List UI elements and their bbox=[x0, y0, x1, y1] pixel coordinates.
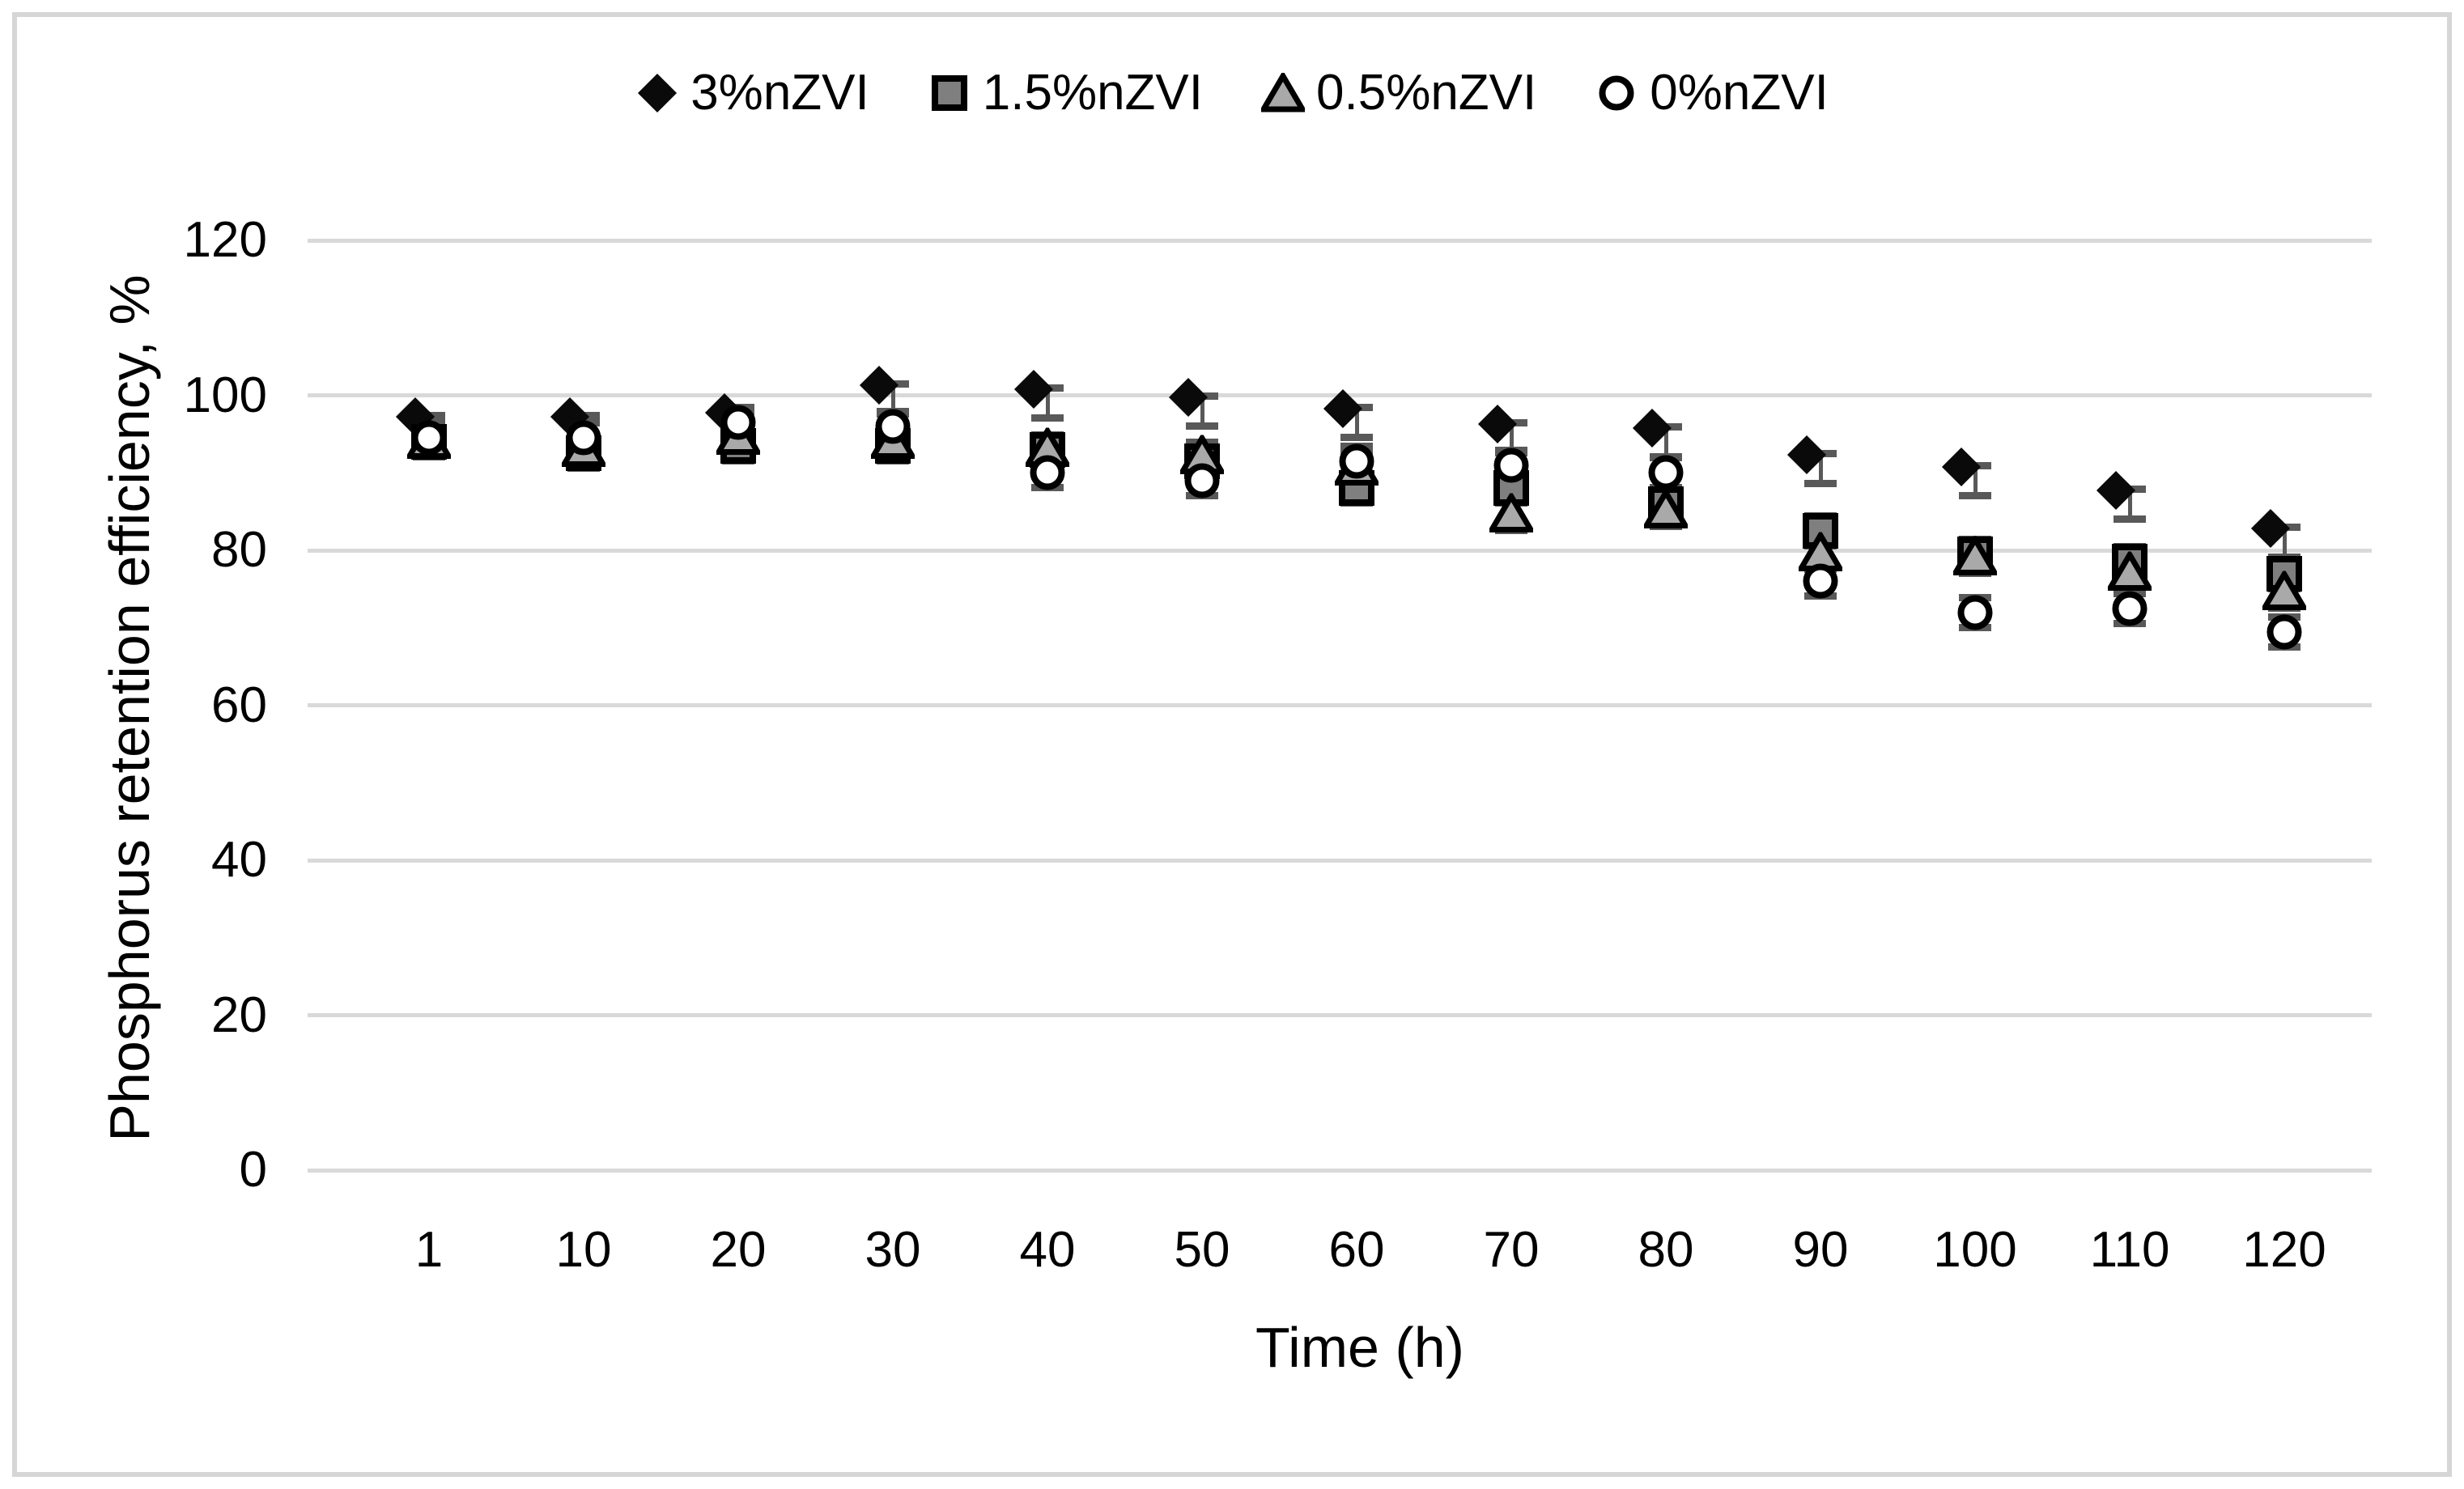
circle-marker-0pct-nzvi-t80 bbox=[1648, 455, 1684, 490]
legend-item-3pct-nzvi: 3%nZVI bbox=[635, 57, 869, 129]
x-tick-label-40: 40 bbox=[1019, 1222, 1076, 1278]
legend-item-0pct-nzvi: 0%nZVI bbox=[1595, 57, 1829, 129]
x-tick-label-70: 70 bbox=[1483, 1222, 1540, 1278]
x-tick-label-120: 120 bbox=[2242, 1222, 2326, 1278]
circle-marker-0pct-nzvi-t120 bbox=[2266, 614, 2302, 650]
x-tick-label-50: 50 bbox=[1174, 1222, 1230, 1278]
circle-marker-0pct-nzvi-t40 bbox=[1030, 455, 1065, 490]
gridline-y-0 bbox=[308, 1168, 2372, 1173]
y-tick-label-0: 0 bbox=[239, 1142, 267, 1198]
legend-item-1-5pct-nzvi: 1.5%nZVI bbox=[928, 57, 1203, 129]
gridline-y-40 bbox=[308, 858, 2372, 863]
triangle-marker-0.5pct-nzvi-t100 bbox=[1950, 533, 2000, 580]
gridline-y-60 bbox=[308, 703, 2372, 707]
y-tick-label-60: 60 bbox=[211, 677, 267, 733]
y-tick-label-80: 80 bbox=[211, 522, 267, 578]
gridline-y-20 bbox=[308, 1013, 2372, 1017]
triangle-marker-icon bbox=[1261, 73, 1305, 113]
y-tick-label-40: 40 bbox=[211, 832, 267, 888]
x-tick-label-60: 60 bbox=[1328, 1222, 1385, 1278]
gridline-y-120 bbox=[308, 238, 2372, 243]
diamond-marker-3pct-nzvi-t80 bbox=[1632, 408, 1680, 456]
x-tick-label-10: 10 bbox=[555, 1222, 612, 1278]
legend-label: 3%nZVI bbox=[690, 65, 869, 121]
y-tick-label-120: 120 bbox=[183, 212, 267, 268]
gridline-y-80 bbox=[308, 548, 2372, 553]
circle-marker-0pct-nzvi-t90 bbox=[1803, 563, 1838, 599]
diamond-marker-3pct-nzvi-t60 bbox=[1323, 388, 1370, 436]
circle-marker-0pct-nzvi-t60 bbox=[1339, 443, 1374, 479]
chart-legend: 3%nZVI 1.5%nZVI 0.5%nZVI 0%nZVI bbox=[0, 57, 2464, 129]
figure-border bbox=[12, 12, 2452, 1477]
circle-marker-0pct-nzvi-t70 bbox=[1493, 448, 1529, 483]
diamond-marker-icon bbox=[635, 73, 679, 113]
legend-label: 0%nZVI bbox=[1650, 65, 1829, 121]
x-tick-label-20: 20 bbox=[710, 1222, 767, 1278]
legend-label: 1.5%nZVI bbox=[982, 65, 1203, 121]
x-tick-label-110: 110 bbox=[2089, 1222, 2170, 1278]
x-tick-label-30: 30 bbox=[865, 1222, 921, 1278]
triangle-marker-0.5pct-nzvi-t120 bbox=[2259, 568, 2309, 615]
legend-item-0-5pct-nzvi: 0.5%nZVI bbox=[1261, 57, 1536, 129]
circle-marker-icon bbox=[1595, 73, 1638, 113]
x-tick-label-100: 100 bbox=[1933, 1222, 2017, 1278]
x-tick-label-1: 1 bbox=[414, 1222, 444, 1278]
x-axis-title: Time (h) bbox=[1255, 1316, 1464, 1379]
legend-label: 0.5%nZVI bbox=[1316, 65, 1537, 121]
y-tick-label-100: 100 bbox=[183, 367, 267, 423]
diamond-marker-3pct-nzvi-t90 bbox=[1786, 435, 1834, 482]
circle-marker-0pct-nzvi-t1 bbox=[411, 420, 447, 456]
circle-marker-0pct-nzvi-t50 bbox=[1184, 463, 1220, 498]
circle-marker-0pct-nzvi-t110 bbox=[2112, 591, 2148, 626]
diamond-marker-3pct-nzvi-t50 bbox=[1168, 377, 1216, 425]
triangle-marker-0.5pct-nzvi-t110 bbox=[2105, 549, 2155, 596]
triangle-marker-0.5pct-nzvi-t70 bbox=[1486, 490, 1536, 537]
x-tick-label-80: 80 bbox=[1638, 1222, 1694, 1278]
diamond-marker-3pct-nzvi-t120 bbox=[2250, 509, 2298, 556]
x-tick-label-90: 90 bbox=[1792, 1222, 1849, 1278]
diamond-marker-3pct-nzvi-t100 bbox=[1941, 447, 1989, 494]
circle-marker-0pct-nzvi-t30 bbox=[875, 409, 911, 444]
diamond-marker-3pct-nzvi-t110 bbox=[2096, 470, 2143, 518]
square-marker-icon bbox=[928, 73, 971, 113]
circle-marker-0pct-nzvi-t20 bbox=[720, 405, 756, 440]
circle-marker-0pct-nzvi-t100 bbox=[1957, 595, 1993, 630]
triangle-marker-0.5pct-nzvi-t80 bbox=[1641, 486, 1691, 534]
diamond-marker-3pct-nzvi-t40 bbox=[1013, 370, 1061, 417]
y-tick-label-20: 20 bbox=[211, 986, 267, 1043]
circle-marker-0pct-nzvi-t10 bbox=[566, 420, 601, 456]
